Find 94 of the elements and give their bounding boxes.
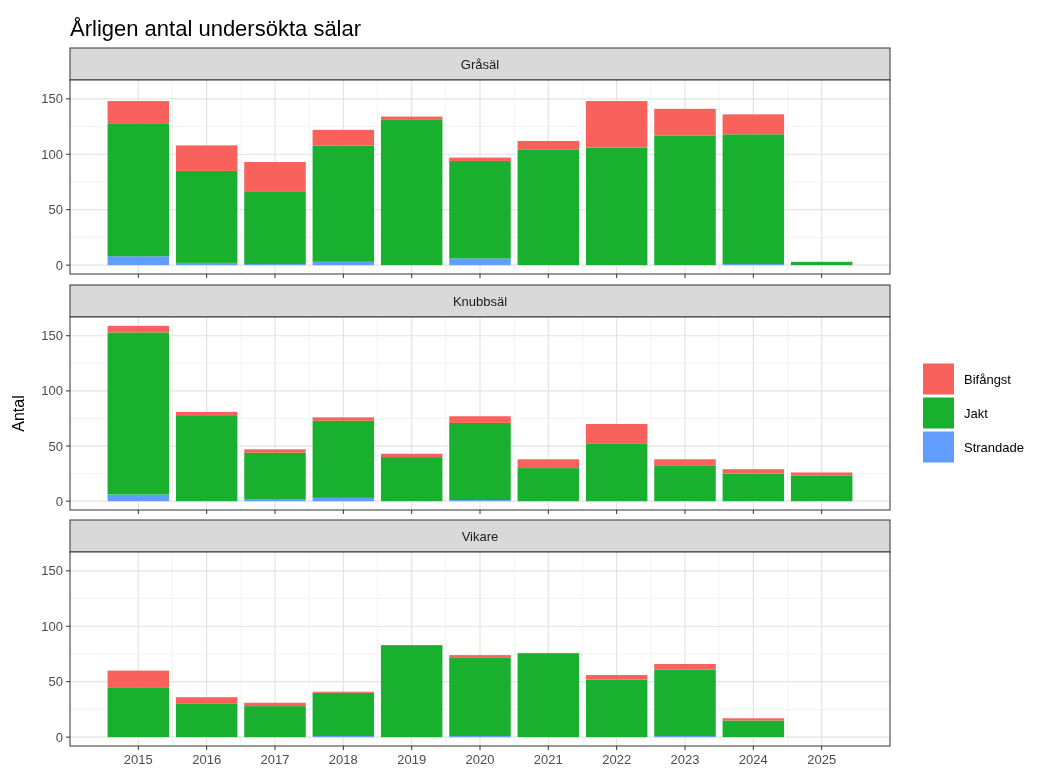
bar bbox=[175, 262, 238, 266]
bar bbox=[107, 325, 170, 333]
bar bbox=[244, 706, 306, 738]
bar bbox=[722, 720, 785, 738]
bar bbox=[175, 415, 238, 502]
y-tick-label: 0 bbox=[55, 493, 63, 509]
bar bbox=[517, 140, 580, 150]
y-tick-label: 50 bbox=[48, 438, 63, 454]
bar bbox=[654, 465, 716, 502]
bar bbox=[449, 657, 511, 737]
bar bbox=[244, 498, 306, 502]
bar bbox=[244, 162, 306, 192]
bar bbox=[449, 655, 511, 658]
bar bbox=[449, 258, 511, 266]
bar bbox=[722, 473, 785, 502]
y-tick-label: 50 bbox=[48, 674, 63, 690]
x-tick-label: 2025 bbox=[807, 752, 837, 767]
bar bbox=[517, 149, 580, 266]
bar bbox=[312, 145, 375, 262]
y-tick-label: 100 bbox=[41, 618, 63, 634]
x-tick-label: 2023 bbox=[670, 752, 700, 767]
x-tick-label: 2019 bbox=[397, 752, 427, 767]
bar bbox=[312, 692, 375, 737]
bar bbox=[175, 170, 238, 263]
x-tick-label: 2024 bbox=[738, 752, 768, 767]
y-tick-label: 50 bbox=[48, 202, 63, 218]
y-tick-label: 100 bbox=[41, 383, 63, 399]
bar bbox=[312, 420, 375, 498]
bar bbox=[244, 449, 306, 453]
x-tick-label: 2017 bbox=[260, 752, 290, 767]
bar bbox=[107, 123, 170, 257]
bar bbox=[380, 453, 443, 458]
x-tick-label: 2018 bbox=[328, 752, 358, 767]
bar bbox=[244, 191, 306, 265]
bar bbox=[312, 497, 375, 502]
x-tick-label: 2021 bbox=[533, 752, 563, 767]
x-tick-label: 2016 bbox=[192, 752, 222, 767]
bar bbox=[107, 670, 170, 688]
bar bbox=[312, 129, 375, 146]
bar bbox=[722, 134, 785, 265]
y-tick-label: 150 bbox=[41, 328, 63, 344]
bar bbox=[380, 645, 443, 738]
bar bbox=[107, 494, 170, 502]
legend-label: Bifångst bbox=[964, 371, 1012, 387]
bar bbox=[380, 457, 443, 502]
bar bbox=[722, 469, 785, 474]
bar bbox=[244, 452, 306, 499]
bar bbox=[380, 119, 443, 266]
bar bbox=[449, 157, 511, 161]
bar bbox=[585, 423, 648, 444]
y-tick-label: 100 bbox=[41, 146, 63, 162]
bar bbox=[654, 669, 716, 737]
bar bbox=[517, 653, 580, 738]
chart-subtitle: Knubbsäl bbox=[452, 294, 508, 309]
bar bbox=[585, 101, 648, 148]
bar bbox=[107, 101, 170, 124]
bar bbox=[244, 702, 306, 707]
bar bbox=[790, 475, 853, 502]
bar bbox=[107, 256, 170, 266]
bar bbox=[517, 468, 580, 502]
bar bbox=[585, 147, 648, 266]
bar bbox=[449, 160, 511, 259]
bar bbox=[654, 459, 716, 466]
bar bbox=[175, 703, 238, 738]
y-axis-title: Antal bbox=[10, 395, 27, 432]
bar bbox=[175, 145, 238, 171]
bar bbox=[722, 718, 785, 721]
bar bbox=[517, 459, 580, 469]
x-tick-label: 2020 bbox=[465, 752, 495, 767]
bar bbox=[585, 679, 648, 738]
bar bbox=[449, 416, 511, 423]
bar bbox=[175, 697, 238, 704]
x-tick-label: 2015 bbox=[123, 752, 153, 767]
y-tick-label: 150 bbox=[41, 91, 63, 107]
y-tick-label: 0 bbox=[55, 729, 63, 745]
bar bbox=[585, 443, 648, 502]
bar bbox=[107, 332, 170, 495]
chart-title: Årligen antal undersökta sälar bbox=[70, 16, 362, 41]
y-tick-label: 150 bbox=[41, 563, 63, 579]
bar bbox=[449, 422, 511, 501]
bar bbox=[175, 411, 238, 416]
chart-subtitle: Gråsäl bbox=[460, 57, 500, 72]
bar bbox=[654, 135, 716, 266]
bar bbox=[654, 663, 716, 670]
bar bbox=[107, 687, 170, 738]
legend-label: Strandade bbox=[964, 439, 1024, 455]
bar bbox=[790, 472, 853, 476]
y-tick-label: 0 bbox=[55, 257, 63, 273]
bar bbox=[722, 114, 785, 135]
legend-label: Jakt bbox=[964, 405, 989, 421]
bar bbox=[654, 108, 716, 136]
chart-subtitle: Vikare bbox=[461, 529, 499, 544]
x-tick-label: 2022 bbox=[602, 752, 632, 767]
bar bbox=[312, 417, 375, 421]
